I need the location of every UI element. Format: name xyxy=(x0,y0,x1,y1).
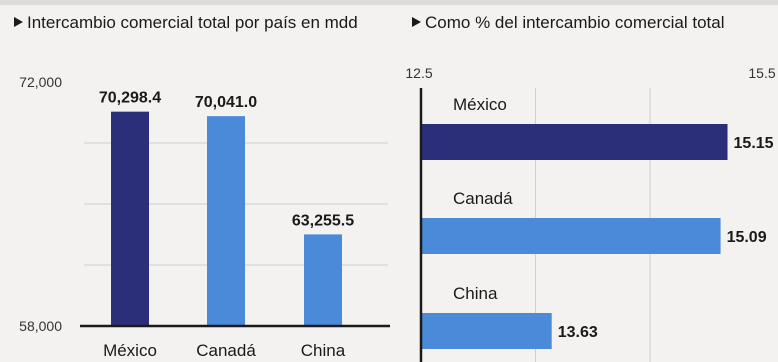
x-category-label: Canadá xyxy=(196,341,256,360)
bar xyxy=(421,218,721,254)
x-tick-label: 15.5 xyxy=(748,65,775,81)
bar-value-label: 70,041.0 xyxy=(195,94,257,111)
y-category-label: Canadá xyxy=(453,189,513,208)
right-chart-legend: Como % del intercambio comercial total xyxy=(412,12,772,33)
left-chart-title: Intercambio comercial total por país en … xyxy=(27,13,358,32)
x-category-label: China xyxy=(301,341,346,360)
bar xyxy=(421,124,728,160)
bar xyxy=(207,116,245,326)
bar-value-label: 15.09 xyxy=(727,229,767,246)
y-tick-label: 72,000 xyxy=(19,74,62,90)
y-tick-label: 58,000 xyxy=(19,318,62,334)
x-category-label: México xyxy=(103,341,157,360)
bar xyxy=(111,111,149,326)
top-strip xyxy=(0,0,778,5)
bullet-icon xyxy=(14,17,23,27)
y-category-label: China xyxy=(453,284,498,303)
bullet-icon xyxy=(412,17,421,27)
bar xyxy=(421,313,552,349)
bar xyxy=(304,234,342,326)
left-chart-legend: Intercambio comercial total por país en … xyxy=(14,12,384,33)
bar-value-label: 70,298.4 xyxy=(99,90,161,107)
bar-value-label: 15.15 xyxy=(734,135,774,152)
x-tick-label: 12.5 xyxy=(405,65,432,81)
bar-value-label: 63,255.5 xyxy=(292,212,354,229)
right-chart-title: Como % del intercambio comercial total xyxy=(425,13,725,32)
y-category-label: México xyxy=(453,95,507,114)
bar-value-label: 13.63 xyxy=(558,324,598,341)
